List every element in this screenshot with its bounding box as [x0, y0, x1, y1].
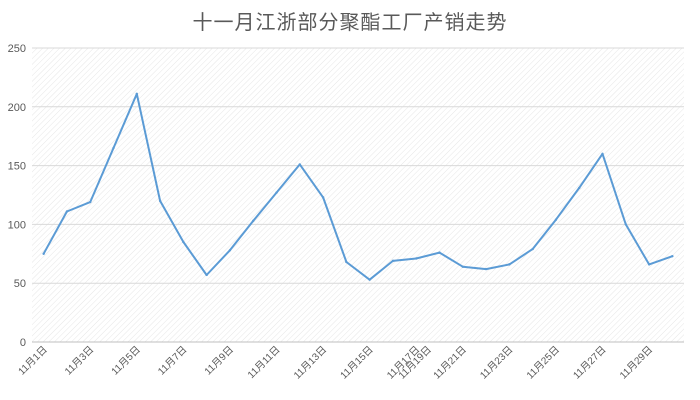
data-point: [89, 200, 92, 204]
data-point: [368, 278, 371, 281]
y-tick-label: 150: [8, 161, 26, 173]
series-line: [42, 92, 673, 281]
data-point: [601, 152, 604, 156]
data-point: [252, 219, 255, 223]
data-point: [135, 92, 138, 96]
data-point: [275, 191, 278, 194]
data-point: [531, 247, 534, 251]
data-point: [508, 263, 511, 266]
x-tick-label: 11月21日: [431, 344, 469, 382]
x-tick-label: 11月23日: [478, 344, 516, 382]
data-point: [205, 273, 208, 277]
data-point: [182, 240, 185, 244]
x-tick-label: 11月27日: [571, 344, 609, 382]
x-tick-label: 11月5日: [109, 344, 143, 378]
data-point: [228, 249, 232, 252]
x-tick-label: 11月15日: [338, 344, 376, 382]
x-tick-label: 11月11日: [245, 344, 282, 381]
data-point: [345, 260, 348, 264]
x-tick-label: 11月9日: [202, 344, 236, 378]
x-tick-label: 11月29日: [617, 344, 655, 382]
data-point: [391, 259, 395, 263]
data-point: [158, 199, 162, 203]
x-tick-label: 11月7日: [156, 344, 190, 378]
data-point: [671, 254, 674, 258]
x-tick-label: 11月13日: [291, 344, 329, 382]
plot-area: [32, 48, 684, 342]
data-point: [484, 267, 488, 271]
y-tick-label: 200: [8, 102, 26, 114]
chart-title: 十一月江浙部分聚酯工厂产销走势: [192, 10, 508, 34]
data-point: [624, 223, 627, 226]
data-point: [321, 196, 325, 199]
data-point: [578, 186, 581, 190]
y-tick-label: 0: [20, 337, 26, 349]
x-tick-label: 11月25日: [524, 344, 562, 382]
data-point: [438, 251, 441, 254]
data-point: [298, 163, 301, 166]
data-point: [461, 265, 464, 268]
y-tick-label: 100: [8, 219, 26, 231]
x-tick-label: 11月3日: [62, 344, 96, 378]
data-point: [647, 263, 651, 266]
y-tick-label: 250: [8, 43, 26, 55]
data-point: [415, 257, 418, 260]
data-point: [112, 146, 115, 150]
y-tick-label: 50: [14, 278, 26, 290]
data-point: [554, 218, 558, 221]
data-point: [65, 210, 69, 213]
data-point: [42, 252, 45, 255]
